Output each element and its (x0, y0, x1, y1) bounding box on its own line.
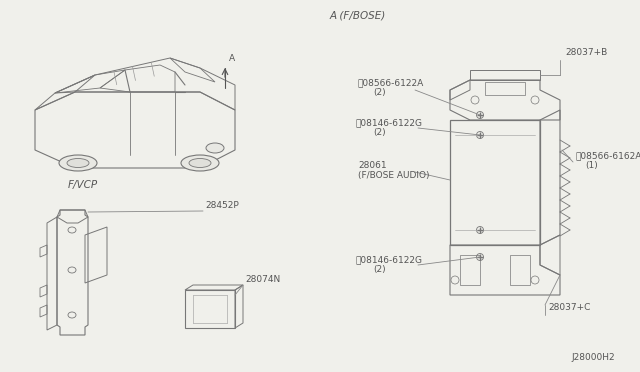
Text: (2): (2) (373, 128, 386, 137)
Ellipse shape (189, 158, 211, 167)
Ellipse shape (206, 143, 224, 153)
Text: 28074N: 28074N (245, 275, 280, 284)
Text: Ⓢ08146-6122G: Ⓢ08146-6122G (355, 118, 422, 127)
Text: F/VCP: F/VCP (68, 180, 98, 190)
Text: (F/BOSE AUDIO): (F/BOSE AUDIO) (358, 171, 429, 180)
Text: A (F/BOSE): A (F/BOSE) (330, 10, 387, 20)
Text: A: A (229, 54, 235, 63)
Text: Ⓢ08146-6122G: Ⓢ08146-6122G (355, 255, 422, 264)
Text: 28037+C: 28037+C (548, 303, 590, 312)
Ellipse shape (67, 158, 89, 167)
Ellipse shape (59, 155, 97, 171)
Text: (2): (2) (373, 88, 386, 97)
Text: J28000H2: J28000H2 (572, 353, 615, 362)
Text: Ⓢ08566-6122A: Ⓢ08566-6122A (358, 78, 424, 87)
Text: 28061: 28061 (358, 161, 387, 170)
Text: Ⓢ08566-6162A: Ⓢ08566-6162A (575, 151, 640, 160)
Text: 28452P: 28452P (205, 201, 239, 210)
Text: (1): (1) (585, 161, 598, 170)
Text: (2): (2) (373, 265, 386, 274)
Text: 28037+B: 28037+B (565, 48, 607, 57)
Ellipse shape (181, 155, 219, 171)
